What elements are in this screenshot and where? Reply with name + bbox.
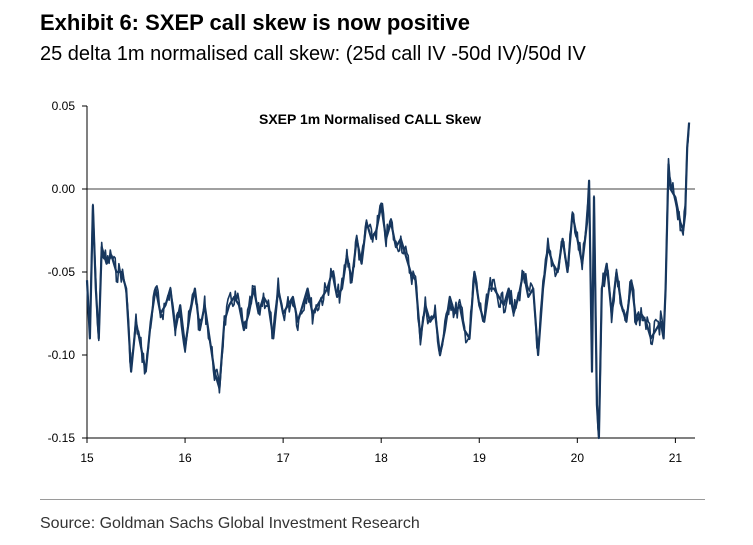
skew-chart: 0.05 0.00 -0.05 -0.10 -0.15 15 16 17 18 19 20 21 SX… bbox=[48, 99, 695, 465]
x-tick-label: 19 bbox=[473, 451, 487, 465]
chart-series bbox=[85, 122, 691, 440]
x-tick-label: 15 bbox=[80, 451, 94, 465]
exhibit-title: Exhibit 6: SXEP call skew is now positiv… bbox=[40, 10, 470, 35]
exhibit-subtitle: 25 delta 1m normalised call skew: (25d c… bbox=[40, 43, 586, 65]
x-tick-label: 16 bbox=[178, 451, 192, 465]
y-tick-label: -0.05 bbox=[48, 265, 76, 279]
chart-title: SXEP 1m Normalised CALL Skew bbox=[259, 111, 481, 127]
y-tick-label: -0.15 bbox=[48, 431, 76, 445]
source-divider bbox=[40, 499, 705, 500]
source-note: Source: Goldman Sachs Global Investment … bbox=[40, 515, 420, 532]
skew-series-daily bbox=[86, 122, 690, 438]
y-tick-label: -0.10 bbox=[48, 348, 76, 362]
x-tick-label: 20 bbox=[571, 451, 585, 465]
x-tick-label: 17 bbox=[276, 451, 290, 465]
skew-series-line bbox=[85, 122, 691, 440]
y-tick-label: 0.00 bbox=[52, 182, 76, 196]
x-tick-label: 21 bbox=[669, 451, 683, 465]
chart-area: 0.05 0.00 -0.05 -0.10 -0.15 15 16 17 18 19 20 21 SX… bbox=[0, 80, 753, 480]
chart-axes: 0.05 0.00 -0.05 -0.10 -0.15 15 16 17 18 19 20 21 bbox=[48, 99, 695, 465]
y-tick-label: 0.05 bbox=[52, 99, 76, 113]
x-tick-label: 18 bbox=[375, 451, 389, 465]
